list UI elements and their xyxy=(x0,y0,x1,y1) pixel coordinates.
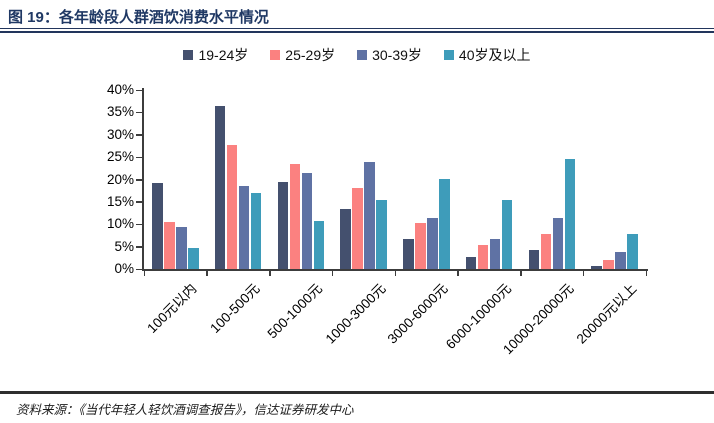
y-tick xyxy=(136,201,142,203)
x-tick xyxy=(457,271,459,276)
y-tick-label: 15% xyxy=(106,193,134,209)
legend-swatch xyxy=(270,50,281,60)
y-tick xyxy=(136,246,142,248)
x-tick-label: 100-500元 xyxy=(207,280,263,337)
bar xyxy=(603,259,614,269)
legend-label: 40岁及以上 xyxy=(458,47,531,63)
legend-item: 19-24岁 xyxy=(183,45,248,65)
bar xyxy=(352,188,363,269)
figure-title: 图 19：各年龄段人群酒饮消费水平情况 xyxy=(8,9,269,26)
x-tick xyxy=(520,271,522,276)
bar xyxy=(564,158,576,269)
bar xyxy=(176,226,187,269)
legend-item: 30-39岁 xyxy=(357,45,422,65)
x-tick xyxy=(269,271,271,276)
bar xyxy=(627,234,638,269)
y-tick xyxy=(136,134,142,136)
chart-legend: 19-24岁 25-29岁 30-39岁 40岁及以上 xyxy=(0,46,714,64)
bar xyxy=(250,192,262,269)
bar xyxy=(313,220,325,269)
y-tick-label: 20% xyxy=(106,171,134,187)
x-tick xyxy=(394,271,396,276)
bar xyxy=(364,162,375,269)
x-tick xyxy=(645,271,647,276)
footer-rule xyxy=(0,391,714,394)
bar xyxy=(301,172,313,269)
bar xyxy=(489,239,501,269)
bar xyxy=(188,248,199,269)
source-note: 资料来源：《当代年轻人轻饮酒调查报告》，信达证券研发中心 xyxy=(16,403,354,417)
x-tick-label: 1000-3000元 xyxy=(322,280,389,347)
bar xyxy=(615,251,626,269)
bar xyxy=(214,105,226,269)
legend-label: 30-39岁 xyxy=(372,47,422,63)
bar xyxy=(403,239,414,269)
legend-label: 19-24岁 xyxy=(198,47,249,63)
y-tick-label: 0% xyxy=(114,261,134,276)
bar xyxy=(415,223,426,269)
x-tick-label: 20000元以上 xyxy=(573,280,640,347)
bar xyxy=(340,208,351,269)
bar xyxy=(477,244,489,269)
legend-item: 25-29岁 xyxy=(270,45,335,65)
x-axis xyxy=(142,269,648,271)
y-tick-label: 30% xyxy=(106,126,134,142)
bar xyxy=(376,199,387,269)
bar xyxy=(439,179,450,269)
y-tick xyxy=(136,268,142,270)
y-tick-label: 35% xyxy=(106,104,134,120)
legend-swatch xyxy=(443,50,454,60)
y-tick-label: 10% xyxy=(106,216,134,232)
legend-label: 25-29岁 xyxy=(285,47,336,63)
x-tick xyxy=(582,271,585,276)
y-tick-label: 25% xyxy=(106,149,134,165)
bar xyxy=(501,200,513,269)
y-tick xyxy=(136,89,142,91)
bar xyxy=(540,233,552,269)
y-tick xyxy=(136,111,142,114)
y-tick xyxy=(136,156,142,159)
x-tick-label: 100元以内 xyxy=(144,280,200,337)
x-tick-label: 500-1000元 xyxy=(264,280,326,342)
bar xyxy=(164,222,175,269)
bar xyxy=(427,217,438,269)
bar xyxy=(226,144,238,269)
y-tick xyxy=(136,223,142,226)
legend-item: 40岁及以上 xyxy=(443,45,531,65)
y-tick-label: 5% xyxy=(114,238,134,254)
header-rule-thick xyxy=(0,31,714,33)
bar xyxy=(528,250,540,269)
bar xyxy=(465,257,477,269)
bar xyxy=(289,164,301,269)
x-tick xyxy=(206,271,208,276)
legend-swatch xyxy=(357,50,368,60)
bar xyxy=(277,182,289,269)
y-tick-label: 40% xyxy=(106,82,134,97)
y-axis xyxy=(142,88,144,271)
y-tick xyxy=(136,179,142,181)
x-tick xyxy=(331,271,334,276)
bar xyxy=(238,185,250,269)
bar xyxy=(552,217,564,269)
x-tick xyxy=(143,271,145,276)
legend-swatch xyxy=(183,50,194,60)
bar xyxy=(152,183,163,269)
header-rule-thin xyxy=(0,28,714,29)
bar xyxy=(591,266,602,269)
